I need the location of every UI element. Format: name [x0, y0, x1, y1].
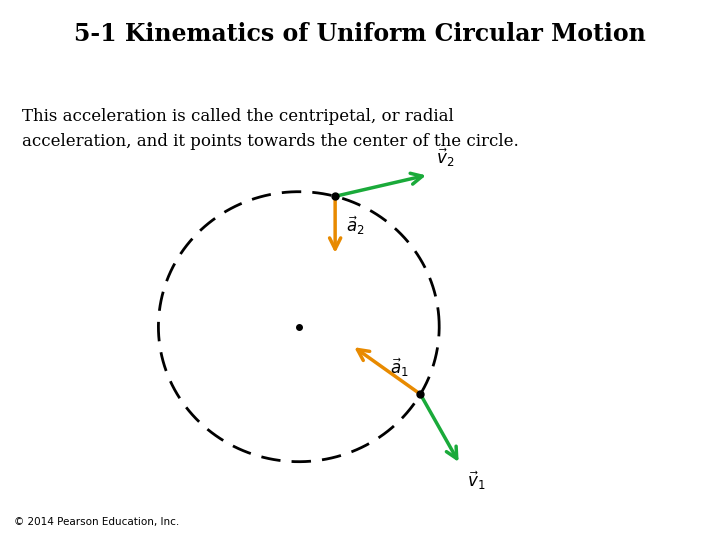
Text: © 2014 Pearson Education, Inc.: © 2014 Pearson Education, Inc. — [14, 516, 180, 526]
Text: $\vec{v}_2$: $\vec{v}_2$ — [436, 147, 454, 170]
Text: $\vec{a}_1$: $\vec{a}_1$ — [390, 356, 409, 379]
Text: $\vec{v}_1$: $\vec{v}_1$ — [467, 470, 485, 492]
Text: This acceleration is called the centripetal, or radial
acceleration, and it poin: This acceleration is called the centripe… — [22, 108, 518, 150]
Text: 5-1 Kinematics of Uniform Circular Motion: 5-1 Kinematics of Uniform Circular Motio… — [74, 22, 646, 45]
Text: $\vec{a}_2$: $\vec{a}_2$ — [346, 215, 364, 237]
